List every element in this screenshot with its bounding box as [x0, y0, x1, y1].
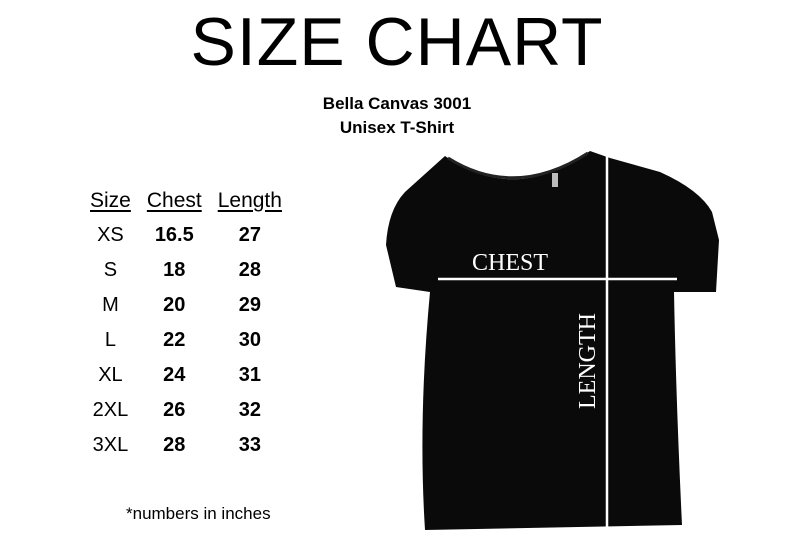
table-row: M 20 29 — [82, 288, 290, 323]
shirt-tag — [552, 173, 558, 187]
units-note: *numbers in inches — [126, 504, 271, 523]
table-row: XL 24 31 — [82, 358, 290, 393]
chest-cell: 16.5 — [154, 224, 194, 246]
length-cell: 33 — [238, 434, 261, 456]
length-cell: 29 — [238, 294, 261, 316]
chest-cell: 26 — [163, 399, 186, 421]
size-cell: 2XL — [92, 399, 129, 421]
page-title: SIZE CHART — [190, 4, 604, 80]
chest-cell: 20 — [163, 294, 186, 316]
chest-cell: 28 — [163, 434, 186, 456]
table-row: 2XL 26 32 — [82, 393, 290, 428]
size-cell: XL — [98, 364, 123, 386]
size-cell: S — [103, 259, 118, 281]
length-cell: 27 — [238, 224, 261, 246]
product-type: Unisex T-Shirt — [339, 118, 455, 137]
chest-cell: 24 — [163, 364, 186, 386]
length-cell: 31 — [238, 364, 261, 386]
header-size: Size — [90, 189, 131, 212]
header-chest: Chest — [146, 189, 202, 212]
length-cell: 32 — [238, 399, 261, 421]
table-row: L 22 30 — [82, 323, 290, 358]
length-label: LENGTH — [575, 313, 601, 409]
product-name: Bella Canvas 3001 — [322, 94, 472, 113]
table-row: 3XL 28 33 — [82, 428, 290, 463]
size-cell: L — [104, 329, 116, 351]
tshirt-shape — [386, 151, 719, 530]
length-cell: 30 — [238, 329, 261, 351]
size-cell: M — [102, 294, 119, 316]
chest-cell: 18 — [163, 259, 186, 281]
table-row: XS 16.5 27 — [82, 218, 290, 253]
table-row: S 18 28 — [82, 253, 290, 288]
length-cell: 28 — [238, 259, 261, 281]
size-cell: XS — [97, 224, 124, 246]
header-length: Length — [217, 189, 282, 212]
chest-cell: 22 — [163, 329, 186, 351]
chest-label: CHEST — [472, 250, 548, 276]
size-cell: 3XL — [92, 434, 129, 456]
size-table: Size Chest Length XS 16.5 27 S 18 28 M 20 29 L 22 3… — [82, 184, 290, 463]
